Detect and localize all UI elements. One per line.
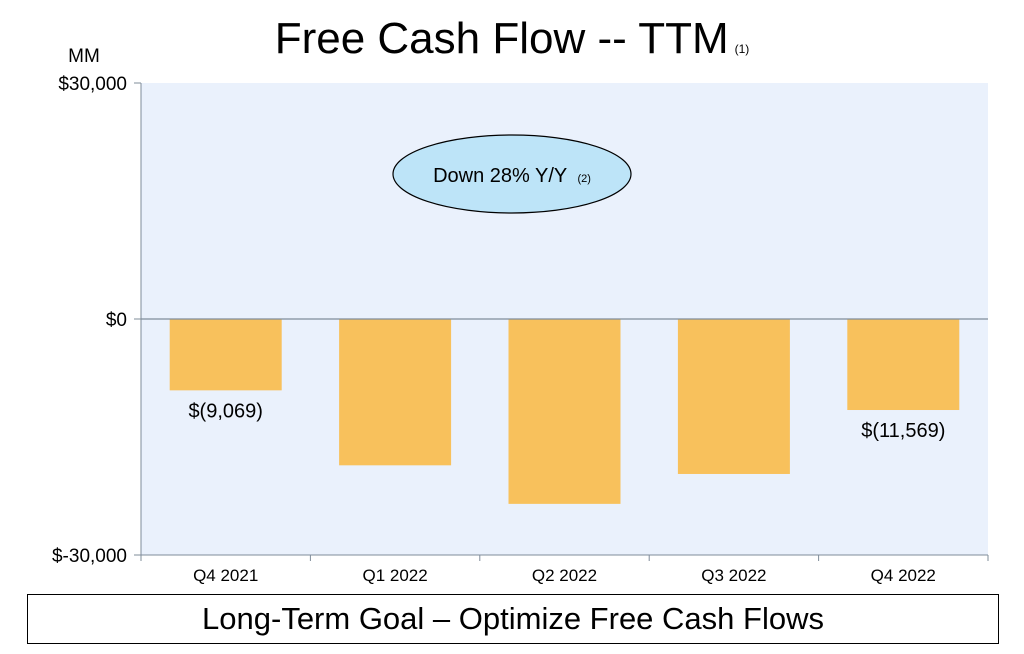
bar	[677, 319, 790, 474]
y-tick-label: $-30,000	[52, 546, 127, 567]
bar	[508, 319, 621, 504]
callout-label: Down 28% Y/Y	[433, 165, 567, 187]
unit-label: MM	[68, 46, 100, 67]
data-label: $(9,069)	[188, 400, 263, 422]
chart-title: Free Cash Flow -- TTM (1)	[0, 14, 1024, 64]
bar	[169, 319, 282, 391]
long-term-goal-text: Long-Term Goal – Optimize Free Cash Flow…	[202, 601, 824, 636]
bar	[847, 319, 960, 411]
callout: Down 28% Y/Y (2)	[392, 134, 632, 214]
bar	[339, 319, 452, 466]
chart-title-text: Free Cash Flow -- TTM	[274, 14, 729, 63]
data-labels: $(9,069) $(11,569)	[188, 400, 945, 442]
long-term-goal-box: Long-Term Goal – Optimize Free Cash Flow…	[27, 594, 999, 644]
y-tick-label: $30,000	[58, 74, 127, 95]
callout-text: Down 28% Y/Y (2)	[433, 165, 591, 187]
y-axis: $30,000 $0 $-30,000	[52, 74, 142, 567]
callout-ellipse	[392, 134, 632, 214]
bar-chart: MM $30,000 $0 $-30,000 Q4 2021 Q1 2022 Q2 20…	[52, 46, 989, 585]
y-tick-label: $0	[106, 310, 127, 331]
bars	[169, 319, 960, 504]
x-tick-label: Q1 2022	[362, 566, 427, 585]
x-tick-label: Q3 2022	[701, 566, 766, 585]
x-tick-label: Q4 2022	[871, 566, 936, 585]
x-axis: Q4 2021 Q1 2022 Q2 2022 Q3 2022 Q4 2022	[140, 554, 989, 585]
x-tick-label: Q4 2021	[193, 566, 258, 585]
data-label: $(11,569)	[861, 420, 945, 442]
callout-footnote: (2)	[577, 173, 590, 185]
x-tick-label: Q2 2022	[532, 566, 597, 585]
chart-title-footnote: (1)	[734, 42, 750, 56]
